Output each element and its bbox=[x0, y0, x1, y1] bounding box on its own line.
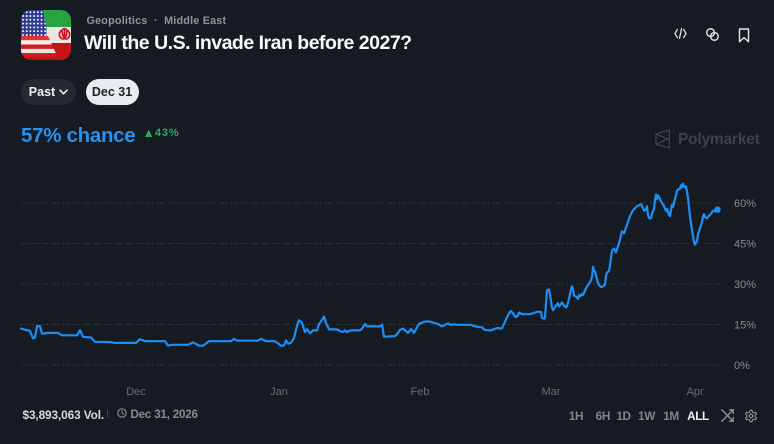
svg-text:60%: 60% bbox=[734, 198, 756, 210]
svg-text:Jan: Jan bbox=[270, 386, 288, 398]
svg-text:30%: 30% bbox=[734, 279, 756, 291]
svg-text:Feb: Feb bbox=[411, 386, 430, 398]
svg-text:0%: 0% bbox=[734, 360, 750, 372]
svg-text:45%: 45% bbox=[734, 239, 756, 251]
svg-text:Dec: Dec bbox=[126, 386, 146, 398]
svg-text:Apr: Apr bbox=[686, 386, 703, 398]
svg-text:15%: 15% bbox=[734, 320, 756, 332]
svg-text:Mar: Mar bbox=[542, 386, 561, 398]
